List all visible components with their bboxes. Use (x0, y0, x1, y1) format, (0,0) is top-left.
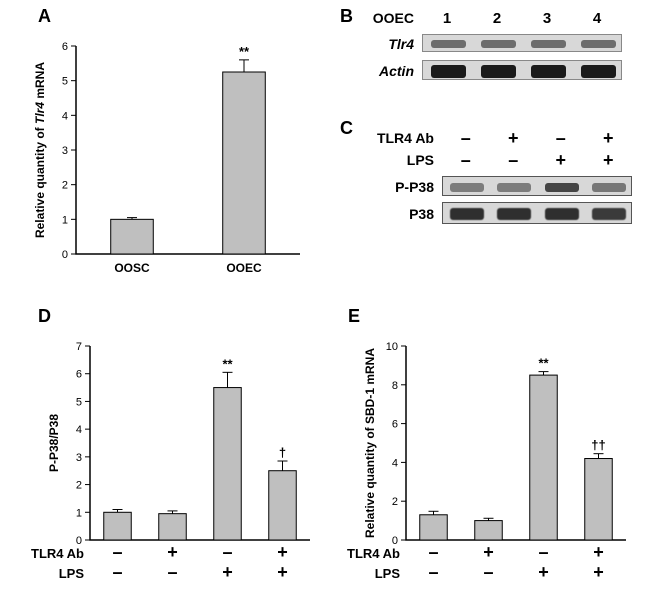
svg-text:††: †† (591, 438, 605, 453)
condition-mark: + (277, 562, 288, 582)
blot-track (442, 202, 632, 224)
y-axis-label: Relative quantity of Tlr4 mRNA (33, 62, 47, 238)
condition-label: TLR4 Ab (360, 130, 434, 146)
svg-text:**: ** (239, 44, 250, 59)
lane-number: 2 (472, 10, 522, 27)
condition-mark: – (442, 150, 490, 171)
chart-a: 0 1 2 3 4 5 6 Relative quantity of Tlr4 mRNA OOS… (20, 24, 310, 284)
blot-row-label: Tlr4 (360, 36, 414, 52)
svg-text:5: 5 (62, 76, 68, 88)
blot-track (442, 176, 632, 196)
svg-text:1: 1 (76, 507, 82, 519)
bar (223, 72, 266, 254)
svg-text:OOEC: OOEC (226, 261, 262, 275)
bar (475, 521, 503, 540)
lane-number: 3 (522, 10, 572, 27)
blot-header-label: OOEC (360, 10, 414, 26)
svg-text:7: 7 (76, 341, 82, 353)
condition-mark: + (167, 542, 178, 562)
lane-number: 4 (572, 10, 622, 27)
svg-text:**: ** (538, 356, 549, 371)
blot-row-label: P38 (360, 206, 434, 222)
condition-mark: – (428, 542, 438, 562)
condition-label: LPS (360, 152, 434, 168)
bar (420, 515, 448, 540)
condition-mark: – (222, 542, 232, 562)
svg-text:4: 4 (76, 424, 82, 436)
condition-mark: – (537, 128, 585, 149)
condition-mark: – (112, 542, 122, 562)
blot-track (422, 60, 622, 80)
svg-text:**: ** (222, 356, 233, 371)
chart-d: 01234567P-P38/P38**†TLR4 Ab–+–+LPS––++ (20, 324, 320, 594)
condition-mark: + (222, 562, 233, 582)
blot-track (422, 34, 622, 52)
condition-mark: + (277, 542, 288, 562)
condition-mark: + (585, 128, 633, 149)
svg-text:6: 6 (62, 41, 68, 53)
svg-text:3: 3 (62, 145, 68, 157)
condition-label: LPS (375, 566, 401, 581)
blot-row-label: Actin (360, 63, 414, 79)
svg-text:2: 2 (62, 180, 68, 192)
svg-text:2: 2 (392, 496, 398, 508)
condition-mark: + (593, 562, 604, 582)
condition-mark: – (442, 128, 490, 149)
panel-label-b: B (340, 6, 353, 27)
y-axis-label: Relative quantity of SBD-1 mRNA (363, 348, 377, 538)
svg-text:2: 2 (76, 480, 82, 492)
blot-row-label: P-P38 (360, 179, 434, 195)
condition-mark: + (538, 562, 549, 582)
svg-text:6: 6 (392, 419, 398, 431)
chart-e: 0246810Relative quantity of SBD-1 mRNA**… (336, 324, 636, 594)
bar (111, 219, 154, 254)
svg-text:10: 10 (386, 341, 398, 353)
condition-mark: – (112, 562, 122, 582)
condition-label: TLR4 Ab (347, 546, 400, 561)
condition-mark: + (537, 150, 585, 171)
bar (214, 388, 242, 540)
svg-text:5: 5 (76, 396, 82, 408)
condition-mark: – (428, 562, 438, 582)
svg-text:0: 0 (62, 249, 68, 261)
condition-mark: + (490, 128, 538, 149)
bar (530, 375, 558, 540)
bar (585, 459, 613, 540)
condition-mark: + (585, 150, 633, 171)
condition-mark: – (167, 562, 177, 582)
condition-mark: – (490, 150, 538, 171)
svg-text:6: 6 (76, 369, 82, 381)
y-axis-label: P-P38/P38 (47, 414, 61, 472)
panel-label-c: C (340, 118, 353, 139)
svg-text:OOSC: OOSC (114, 261, 150, 275)
bar (159, 514, 187, 540)
condition-label: LPS (59, 566, 85, 581)
condition-mark: + (483, 542, 494, 562)
bar (269, 471, 297, 540)
svg-text:4: 4 (62, 110, 68, 122)
svg-text:†: † (279, 445, 286, 460)
condition-label: TLR4 Ab (31, 546, 84, 561)
bar (104, 512, 132, 540)
lane-number: 1 (422, 10, 472, 27)
svg-text:8: 8 (392, 380, 398, 392)
svg-text:3: 3 (76, 452, 82, 464)
condition-mark: – (538, 542, 548, 562)
condition-mark: + (593, 542, 604, 562)
svg-text:4: 4 (392, 457, 398, 469)
western-blot-b: OOEC 1234 Tlr4 Actin (360, 10, 630, 86)
svg-text:1: 1 (62, 214, 68, 226)
condition-mark: – (483, 562, 493, 582)
western-blot-c: TLR4 Ab–+–+LPS––++P-P38P38 (360, 130, 640, 228)
